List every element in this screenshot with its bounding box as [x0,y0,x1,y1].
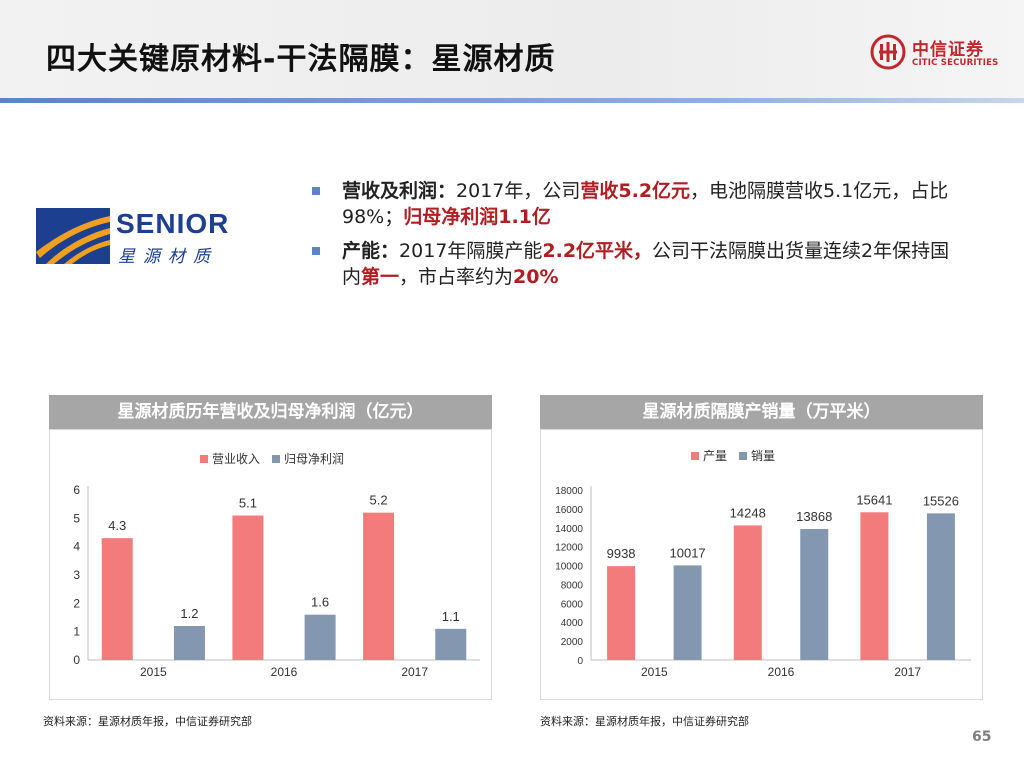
bullet-text: 归母净利润1.1亿 [403,206,551,228]
bar [673,565,702,660]
bullet-text: 20% [513,266,559,288]
bullet-square-icon [312,247,320,255]
citic-emblem-icon [870,34,906,70]
y-tick-label: 4 [73,540,80,554]
citic-logo: 中信证券 CITIC SECURITIES [870,34,1010,74]
bar [926,513,955,660]
y-tick-label: 14000 [555,524,583,535]
bullet-text: 2017年，公司 [456,180,581,202]
bar [101,538,133,660]
bullet-text: 产能： [342,240,400,262]
y-tick-label: 5 [73,511,80,525]
data-label: 1.6 [311,595,329,610]
bullet-text: 公司干法隔膜出货量连续2年保持国内 [342,240,950,288]
bullet-square-icon [312,187,320,195]
legend-swatch [739,452,747,460]
y-tick-label: 2000 [561,637,584,648]
x-tick-label: 2017 [401,665,428,679]
bullet-text: 第一 [361,266,400,288]
bar [363,512,395,660]
bar [800,529,829,660]
bar [173,626,205,660]
chart-area: 0 2000 4000 6000 8000 10000 12000 14000 16000 180… [540,429,983,700]
slide-header: 四大关键原材料-干法隔膜：星源材质 中信证券 CITIC SECURITIES [0,0,1024,103]
y-tick-label: 8000 [561,580,584,591]
header-divider [0,98,1024,103]
y-tick-label: 10000 [555,562,583,573]
legend-swatch [691,452,699,460]
chart-legend: 营业收入 归母净利润 [200,452,344,466]
bullet-list: 营收及利润：2017年，公司营收5.2亿元，电池隔膜营收5.1亿元，占比98%；… [306,178,966,298]
data-label: 10017 [670,545,706,560]
brand-name-en: CITIC SECURITIES [912,58,999,68]
x-tick-label: 2015 [140,665,167,679]
legend-swatch [272,455,280,463]
bar [304,614,336,660]
bar [232,515,264,660]
page-number: 65 [972,729,992,745]
y-tick-label: 12000 [555,543,583,554]
source-note: 资料来源：星源材质年报，中信证券研究部 [540,715,749,728]
legend-swatch [200,455,208,463]
y-tick-label: 16000 [555,505,583,516]
bar [607,566,636,660]
y-tick-label: 1 [73,625,80,639]
bar [733,525,762,660]
bullet-text: 营收及利润： [342,180,457,202]
chart-title: 星源材质历年营收及归母净利润（亿元） [49,395,492,429]
slide-title: 四大关键原材料-干法隔膜：星源材质 [46,42,556,77]
source-note: 资料来源：星源材质年报，中信证券研究部 [43,715,252,728]
y-tick-label: 6 [73,483,80,497]
production-sales-chart: 0 2000 4000 6000 8000 10000 12000 14000 16000 180… [555,449,971,679]
bullet-text: 2.2亿平米， [542,240,653,262]
chart-area: 0 1 2 3 4 5 6 营业收入 归母净利润 4.3 1.2 2015 5.1 1.6 2016 5.2 1… [49,429,492,700]
chart-legend: 产量 销量 [691,449,775,463]
data-label: 14248 [730,505,766,520]
senior-logo: SENIOR 星源材质 [36,208,256,267]
bullet-text: 2017年隔膜产能 [399,240,543,262]
data-label: 13868 [796,509,832,524]
bullet-item: 产能：2017年隔膜产能2.2亿平米，公司干法隔膜出货量连续2年保持国内第一，市… [306,238,966,290]
x-tick-label: 2017 [894,665,921,679]
brand-name-cn: 中信证券 [912,40,984,60]
legend-label: 归母净利润 [284,452,344,466]
revenue-profit-chart: 0 1 2 3 4 5 6 营业收入 归母净利润 4.3 1.2 2015 5.1 1.6 2016 5.2 1… [73,452,480,679]
y-tick-label: 18000 [555,486,583,497]
header-background [0,0,1024,100]
y-tick-label: 0 [577,656,583,667]
legend-label: 销量 [751,449,775,463]
bar [435,628,467,660]
data-label: 5.2 [370,493,388,508]
y-tick-label: 6000 [561,599,584,610]
chart-title: 星源材质隔膜产销量（万平米） [540,395,983,429]
y-tick-label: 3 [73,568,80,582]
bullet-text: ，电池隔膜营收5.1亿元，占比98%； [342,180,949,228]
y-tick-label: 0 [73,653,80,667]
bullet-item: 营收及利润：2017年，公司营收5.2亿元，电池隔膜营收5.1亿元，占比98%；… [306,178,966,230]
data-label: 4.3 [108,518,126,533]
x-tick-label: 2016 [271,665,298,679]
senior-emblem-icon [36,208,110,264]
bullet-text: 营收5.2亿元 [580,180,691,202]
x-tick-label: 2015 [641,665,668,679]
data-label: 1.1 [442,609,460,624]
data-label: 15641 [856,492,892,507]
data-label: 9938 [607,546,636,561]
x-tick-label: 2016 [768,665,795,679]
senior-wordmark: SENIOR [116,208,230,239]
legend-label: 产量 [703,449,727,463]
data-label: 1.2 [180,606,198,621]
data-label: 5.1 [239,496,257,511]
senior-wordmark-cn: 星源材质 [118,247,218,267]
data-label: 15526 [923,493,959,508]
bar [860,512,889,660]
bullet-text: ，市占率约为 [399,266,514,288]
legend-label: 营业收入 [212,452,260,466]
y-tick-label: 4000 [561,618,584,629]
y-tick-label: 2 [73,596,80,610]
